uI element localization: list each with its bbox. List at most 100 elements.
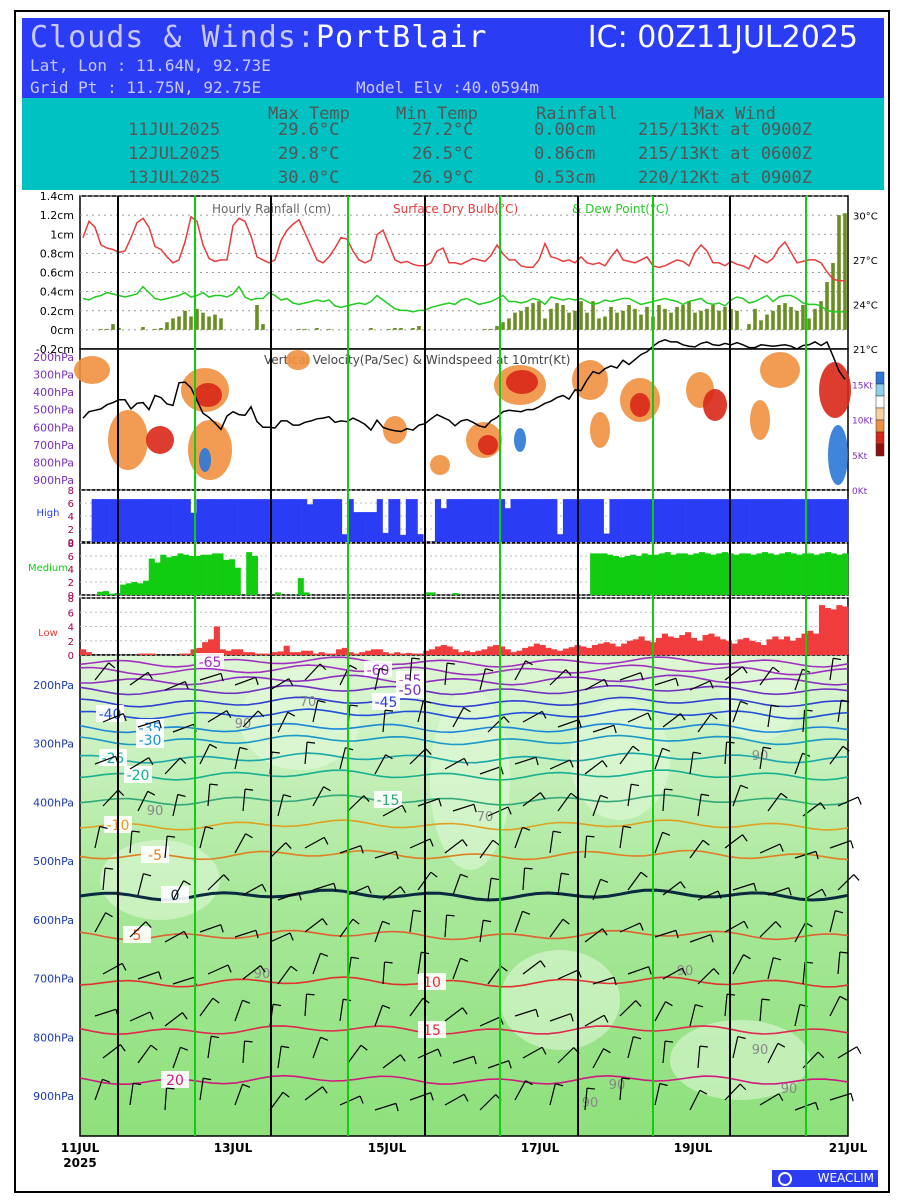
wind-barb — [584, 1014, 605, 1027]
wind-barb — [347, 795, 365, 812]
cloud-bar — [493, 645, 500, 655]
wind-barb-flag — [570, 792, 578, 799]
wind-barb-flag — [833, 657, 842, 661]
wind-barb-flag — [166, 1087, 175, 1090]
rain-bar — [213, 314, 217, 330]
cloud-bar — [347, 499, 354, 542]
rain-tick-label: -0.2cm — [36, 343, 74, 356]
rh-patch — [500, 950, 620, 1050]
cloud-bar — [469, 499, 476, 542]
cloud-bar — [248, 652, 255, 655]
wind-barb-flag — [778, 1093, 784, 1102]
wind-barb-flag — [147, 672, 153, 680]
cloud-bar — [667, 499, 674, 542]
cloud-tick-label: 8 — [68, 594, 74, 605]
wind-barb — [207, 784, 211, 807]
wind-barb — [164, 836, 168, 859]
cloud-bar — [725, 499, 732, 542]
cloud-bar — [638, 636, 645, 655]
wind-barb — [627, 871, 642, 891]
cloud-bar — [289, 652, 296, 655]
wind-barb — [802, 710, 806, 733]
rain-bar — [693, 312, 697, 330]
wind-barb-flag — [640, 672, 644, 681]
pressure-tick-label: 400hPa — [33, 796, 74, 809]
wind-barb-flag — [359, 1095, 364, 1104]
cloud-bar — [429, 592, 436, 595]
wind-barb — [592, 795, 601, 817]
wind-barb — [269, 1091, 284, 1111]
isotherm-line — [80, 674, 849, 686]
wind-barb — [242, 883, 263, 896]
cloud-bar — [819, 553, 826, 595]
wind-barb-flag — [298, 892, 302, 901]
wind-barb-flag — [181, 1012, 188, 1020]
cloud-bar — [475, 499, 482, 542]
cloud-bar — [641, 553, 648, 595]
cloud-bar — [312, 653, 319, 655]
wind-barb-flag — [713, 968, 720, 975]
x-tick-label: 19JUL — [674, 1141, 713, 1155]
cloud-bar — [217, 553, 224, 595]
wind-barb-flag — [281, 1045, 290, 1049]
wind-barb — [724, 742, 728, 765]
wind-barb-flag — [664, 1040, 674, 1043]
cloud-bar — [148, 558, 155, 595]
cloud-bar — [551, 499, 558, 542]
wind-barb — [767, 887, 789, 896]
wind-barb — [452, 1055, 475, 1064]
cloud-bar — [778, 499, 785, 542]
wind-barb — [312, 700, 319, 723]
wind-barb — [199, 744, 211, 765]
wind-barb — [662, 1041, 666, 1064]
wind-barb-flag — [321, 918, 328, 926]
vv-legend-swatch — [875, 443, 885, 457]
wind-barb-flag — [379, 667, 388, 672]
cloud-bar — [656, 499, 663, 542]
cloud-bar — [225, 650, 232, 655]
cloud-bar — [237, 649, 244, 655]
cloud-bar — [97, 499, 104, 542]
vv-blob — [760, 352, 800, 388]
wind-barb-flag — [149, 1011, 154, 1020]
rain-bar — [303, 328, 307, 330]
rain-tick-label: 0cm — [50, 324, 74, 337]
isotherm-label: 5 — [133, 928, 142, 944]
cloud-bar — [452, 499, 459, 542]
cloud-bar — [714, 499, 721, 542]
cloud-bar — [635, 556, 642, 595]
cloud-bar — [716, 553, 723, 595]
cloud-bar — [601, 553, 608, 595]
rain-bar — [513, 312, 517, 330]
cloud-bar — [762, 552, 769, 595]
cloud-bar — [673, 499, 680, 542]
wind-barb — [304, 836, 325, 849]
wind-barb-flag — [180, 1046, 189, 1051]
cloud-bar — [545, 499, 552, 542]
rain-bar — [315, 327, 319, 330]
wind-barb — [514, 827, 523, 849]
rain-tick-label: 0.2cm — [40, 305, 74, 318]
cloud-bar — [103, 499, 110, 542]
wind-barb — [172, 1047, 181, 1069]
isotherm-label-bg — [372, 693, 400, 710]
cloud-bar — [795, 499, 802, 542]
temp-tick-label: 30°C — [853, 211, 878, 222]
wind-barb-flag — [333, 883, 337, 892]
wind-barb-flag — [562, 918, 570, 925]
wind-barb — [759, 666, 774, 686]
wind-barb-flag — [743, 954, 751, 960]
rain-bar — [831, 262, 835, 330]
wind-barb-flag — [438, 798, 442, 807]
wind-barb — [452, 707, 465, 728]
wind-barb — [409, 748, 427, 765]
cloud-bar — [102, 591, 109, 595]
wind-barb — [269, 842, 287, 859]
wind-barb — [452, 874, 461, 896]
temp-tick-label: 24°C — [853, 300, 878, 311]
cloud-bar — [813, 554, 820, 595]
wind-barb — [234, 676, 256, 686]
rh-label: 90 — [752, 749, 769, 764]
wind-barb-flag — [857, 796, 862, 805]
wind-barb — [137, 873, 144, 896]
